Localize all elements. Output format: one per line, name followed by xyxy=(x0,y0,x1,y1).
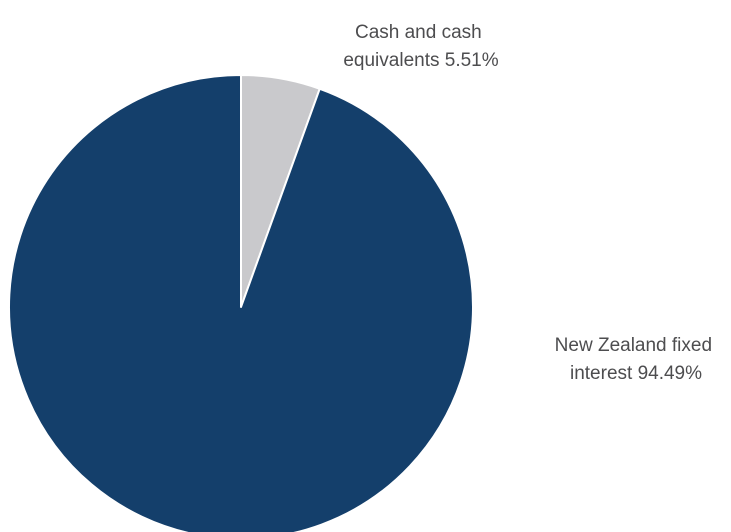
slice-label-nz-line-1: New Zealand fixed xyxy=(555,335,712,356)
slice-label-cash: Cash and cash equivalents 5.51% xyxy=(343,22,498,71)
slice-labels: Cash and cash equivalents 5.51% New Zeal… xyxy=(343,22,718,384)
slice-label-nz-line-2: interest 94.49% xyxy=(570,363,702,384)
slice-label-cash-line-2: equivalents 5.51% xyxy=(343,50,498,71)
pie-slices xyxy=(8,74,474,532)
slice-label-nz-fixed-interest: New Zealand fixed interest 94.49% xyxy=(555,335,718,384)
slice-label-cash-line-1: Cash and cash xyxy=(355,22,482,43)
pie-slice-nz-fixed-interest xyxy=(8,74,474,532)
